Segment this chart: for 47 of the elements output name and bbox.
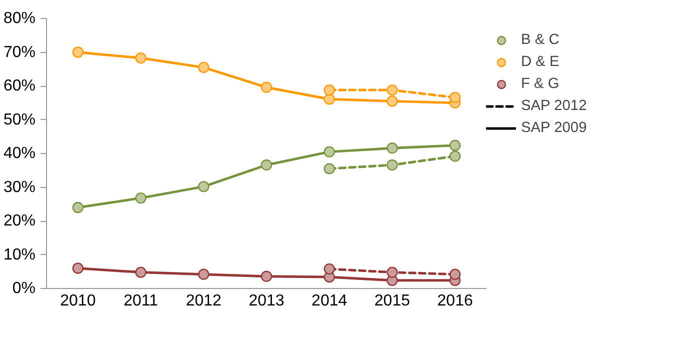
point [135, 52, 146, 64]
point [72, 202, 84, 214]
point [386, 159, 398, 171]
point [324, 146, 335, 158]
x-tick-label: 2012 [186, 292, 222, 310]
point [324, 84, 335, 96]
y-tick-label: 40% [3, 145, 36, 162]
point [72, 46, 84, 58]
point [260, 270, 272, 282]
point [449, 92, 461, 104]
point [386, 84, 398, 96]
x-tick-label: 2014 [312, 292, 348, 310]
point [386, 142, 398, 154]
y-tick-label: 60% [3, 78, 36, 94]
point [324, 163, 335, 174]
legend-label: SAP 2012 [521, 98, 587, 114]
x-tick-label: 2016 [437, 292, 473, 310]
x-tick-label: 2011 [124, 292, 158, 310]
x-tick-label: 2013 [248, 292, 284, 310]
point [198, 268, 210, 280]
y-tick-label: 70% [3, 44, 36, 61]
point [386, 266, 398, 278]
y-tick-label: 0% [12, 280, 36, 297]
legend-label: B & C [521, 32, 560, 48]
x-tick-label: 2015 [374, 292, 410, 310]
point [260, 82, 272, 93]
legend-label: SAP 2009 [521, 120, 587, 136]
point [324, 263, 335, 275]
y-tick-label: 20% [3, 212, 36, 230]
point [449, 150, 461, 162]
point [449, 140, 461, 151]
point [198, 62, 210, 74]
point [324, 94, 335, 105]
legend-label: D & E [521, 54, 560, 70]
point [135, 192, 146, 204]
point [135, 266, 146, 278]
y-tick-label: 10% [3, 246, 36, 264]
point [198, 180, 210, 192]
point [449, 268, 461, 280]
y-tick-label: 30% [3, 178, 36, 196]
point [72, 262, 84, 274]
y-tick-label: 80% [3, 10, 36, 27]
point [260, 159, 272, 171]
x-tick-label: 2010 [60, 292, 96, 310]
point [386, 96, 398, 107]
legend-label: F & G [521, 76, 560, 92]
y-tick-label: 50% [3, 111, 36, 128]
